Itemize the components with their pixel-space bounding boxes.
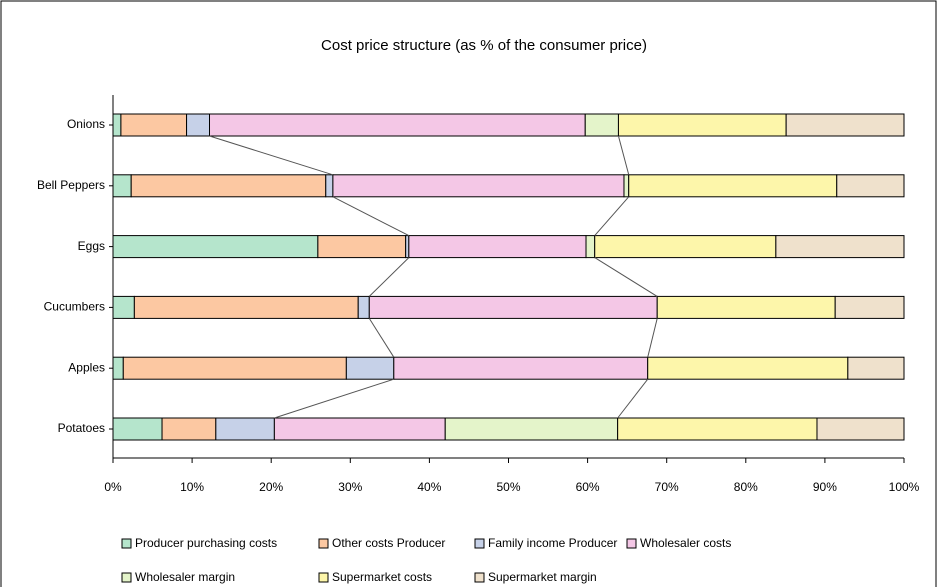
bar-segment xyxy=(617,417,818,441)
bar-segment xyxy=(133,295,359,319)
connector-line xyxy=(368,318,395,358)
x-tick-label: 30% xyxy=(338,480,362,494)
x-tick-label: 50% xyxy=(496,480,520,494)
bar-segment xyxy=(594,235,777,259)
legend-label: Supermarket margin xyxy=(488,570,597,584)
x-tick-label: 90% xyxy=(813,480,837,494)
bar-segment xyxy=(816,417,905,441)
chart-title: Cost price structure (as % of the consum… xyxy=(321,37,647,54)
bar-segment xyxy=(112,235,319,259)
bar-segment xyxy=(273,417,446,441)
y-tick-label: Apples xyxy=(68,360,105,374)
bar-segment xyxy=(836,174,905,198)
x-tick-label: 80% xyxy=(734,480,758,494)
bar-segment xyxy=(112,113,122,137)
legend-swatch xyxy=(626,538,637,549)
legend-label: Family income Producer xyxy=(488,536,617,550)
bar-segment xyxy=(112,356,124,380)
bar-segment xyxy=(623,174,630,198)
connector-line xyxy=(617,378,649,419)
bar-segment xyxy=(215,417,275,441)
bar-segment xyxy=(585,235,596,259)
legend-swatch xyxy=(318,572,329,583)
bar-segment xyxy=(317,235,407,259)
legend-label: Wholesaler costs xyxy=(640,536,731,550)
bar-segment xyxy=(120,113,188,137)
bar-segment xyxy=(834,295,905,319)
legend-swatch xyxy=(121,572,132,583)
bar-segment xyxy=(161,417,217,441)
bar-segment xyxy=(332,174,625,198)
bar-segment xyxy=(408,235,587,259)
connector-line xyxy=(647,318,658,358)
legend-label: Wholesaler margin xyxy=(135,570,235,584)
bar-segment xyxy=(656,295,836,319)
bar-segment xyxy=(325,174,334,198)
y-tick-label: Cucumbers xyxy=(44,300,105,314)
legend-swatch xyxy=(474,538,485,549)
connector-line xyxy=(332,196,410,237)
x-tick-label: 40% xyxy=(417,480,441,494)
bar-segment xyxy=(393,356,649,380)
bar-segment xyxy=(112,174,132,198)
connector-line xyxy=(274,378,394,419)
bar-segment xyxy=(775,235,905,259)
legend-swatch xyxy=(318,538,329,549)
y-tick-label: Onions xyxy=(67,117,105,131)
legend-label: Other costs Producer xyxy=(332,536,445,550)
bar-segment xyxy=(130,174,327,198)
bar-segment xyxy=(628,174,838,198)
y-tick-label: Potatoes xyxy=(58,421,105,435)
bar-segment xyxy=(847,356,905,380)
x-tick-label: 60% xyxy=(576,480,600,494)
legend-swatch xyxy=(121,538,132,549)
legend-label: Producer purchasing costs xyxy=(135,536,277,550)
bar-segment xyxy=(647,356,849,380)
connector-line xyxy=(368,257,410,297)
x-tick-label: 70% xyxy=(655,480,679,494)
connector-line xyxy=(594,196,630,236)
bar-segment xyxy=(112,295,135,319)
bar-segment xyxy=(122,356,347,380)
y-tick-label: Eggs xyxy=(78,239,105,253)
legend-label: Supermarket costs xyxy=(332,570,432,584)
bar-segment xyxy=(209,113,586,137)
bar-segment xyxy=(444,417,619,441)
y-tick-label: Bell Peppers xyxy=(37,178,105,192)
bar-segment xyxy=(345,356,395,380)
connector-line xyxy=(594,257,658,297)
bar-segment xyxy=(368,295,658,319)
bar-segment xyxy=(584,113,619,137)
x-tick-label: 20% xyxy=(259,480,283,494)
legend-swatch xyxy=(474,572,485,583)
bar-segment xyxy=(186,113,211,137)
x-tick-label: 100% xyxy=(889,480,920,494)
bar-segment xyxy=(785,113,905,137)
x-tick-label: 10% xyxy=(180,480,204,494)
bar-segment xyxy=(112,417,163,441)
bar-segment xyxy=(617,113,787,137)
bar-segment xyxy=(357,295,370,319)
connector-line xyxy=(617,135,630,175)
connector-line xyxy=(209,135,334,176)
x-tick-label: 0% xyxy=(104,480,122,494)
